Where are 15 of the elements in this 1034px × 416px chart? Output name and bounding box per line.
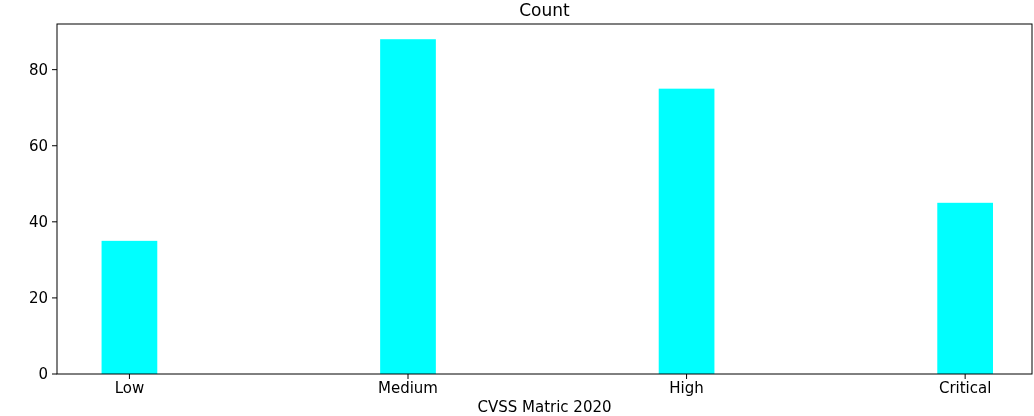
x-tick-label: Low [114,379,145,397]
x-tick-label: Medium [378,379,438,397]
y-tick-label: 80 [28,60,48,79]
y-tick-label: 40 [28,213,48,232]
x-axis-title: CVSS Matric 2020 [477,398,612,416]
y-tick-label: 60 [28,136,48,155]
bar [101,240,158,374]
bar [937,202,993,374]
y-tick-label: 20 [28,289,48,308]
y-tick-label: 0 [38,365,48,384]
x-tick-label: High [669,379,704,397]
x-tick-label: Critical [938,379,992,397]
bar [380,39,436,374]
chart-title: Count [519,0,571,20]
bar [658,88,715,374]
